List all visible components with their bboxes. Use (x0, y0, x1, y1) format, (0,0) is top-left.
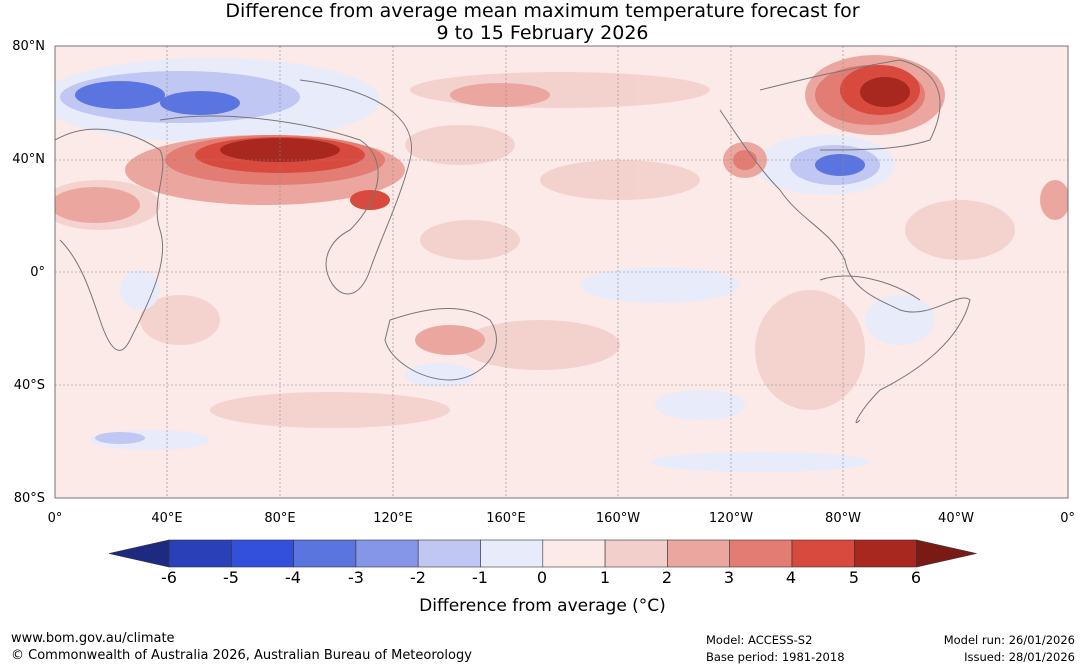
colorbar-tick: -2 (410, 568, 426, 587)
lat-label-0: 0° (30, 265, 45, 280)
lon-label-120e: 120°E (373, 511, 413, 526)
footer-model-run: Model run: 26/01/2026 (943, 633, 1075, 647)
colorbar-tick: 2 (661, 568, 673, 587)
footer-website: www.bom.gov.au/climate (11, 631, 175, 646)
colorbar-arrow-max (916, 539, 977, 568)
colorbar-arrow-min (108, 539, 170, 568)
coastlines (55, 59, 971, 424)
colorbar-swatch (667, 539, 731, 568)
lat-label-40n: 40°N (12, 152, 45, 167)
lon-label-40e: 40°E (151, 511, 183, 526)
colorbar (108, 539, 977, 568)
colorbar-tick: -6 (161, 568, 177, 587)
lon-label-40w: 40°W (938, 511, 974, 526)
colorbar-swatch (231, 539, 294, 568)
colorbar-swatch (417, 539, 481, 568)
level-1-patches (55, 72, 1015, 428)
colorbar-tick: 5 (848, 568, 860, 587)
colorbar-tick: 4 (785, 568, 797, 587)
colorbar-tick: 1 (599, 568, 611, 587)
colorbar-tick: -1 (472, 568, 488, 587)
colorbar-tick: 6 (910, 568, 922, 587)
lon-label-0-east: 0° (1060, 511, 1075, 526)
colorbar-swatch (480, 539, 544, 568)
lat-label-40s: 40°S (13, 378, 45, 393)
map-frame (54, 45, 1069, 499)
footer-issued: Issued: 28/01/2026 (964, 650, 1075, 664)
lat-label-80s: 80°S (13, 491, 45, 506)
level-minus-3-patches (75, 81, 865, 176)
lon-label-160e: 160°E (486, 511, 526, 526)
footer-model: Model: ACCESS-S2 (706, 633, 813, 647)
colorbar-tick: -4 (285, 568, 301, 587)
colorbar-swatch (168, 539, 232, 568)
map-title-line-2: 9 to 15 February 2026 (436, 22, 649, 44)
lat-label-80n: 80°N (12, 39, 45, 54)
footer-base-period: Base period: 1981-2018 (706, 650, 845, 664)
colorbar-swatch (355, 539, 419, 568)
anomaly-map (54, 45, 1069, 499)
colorbar-swatch (542, 539, 606, 568)
colorbar-label: Difference from average (°C) (419, 596, 666, 616)
lon-label-120w: 120°W (708, 511, 754, 526)
colorbar-swatch (791, 539, 855, 568)
footer-copyright: © Commonwealth of Australia 2026, Austra… (11, 648, 472, 663)
lon-label-160w: 160°W (595, 511, 641, 526)
colorbar-swatch (729, 539, 793, 568)
graticule (55, 46, 1068, 498)
lon-label-80e: 80°E (264, 511, 296, 526)
lon-label-80w: 80°W (825, 511, 861, 526)
colorbar-swatch (293, 539, 357, 568)
colorbar-swatch (604, 539, 668, 568)
colorbar-tick: 0 (536, 568, 548, 587)
colorbar-tick: 3 (723, 568, 735, 587)
colorbar-tick: -3 (348, 568, 364, 587)
lon-label-0: 0° (47, 511, 63, 526)
colorbar-swatch (853, 539, 917, 568)
map-title-line-1: Difference from average mean maximum tem… (225, 0, 860, 22)
colorbar-tick: -5 (223, 568, 239, 587)
